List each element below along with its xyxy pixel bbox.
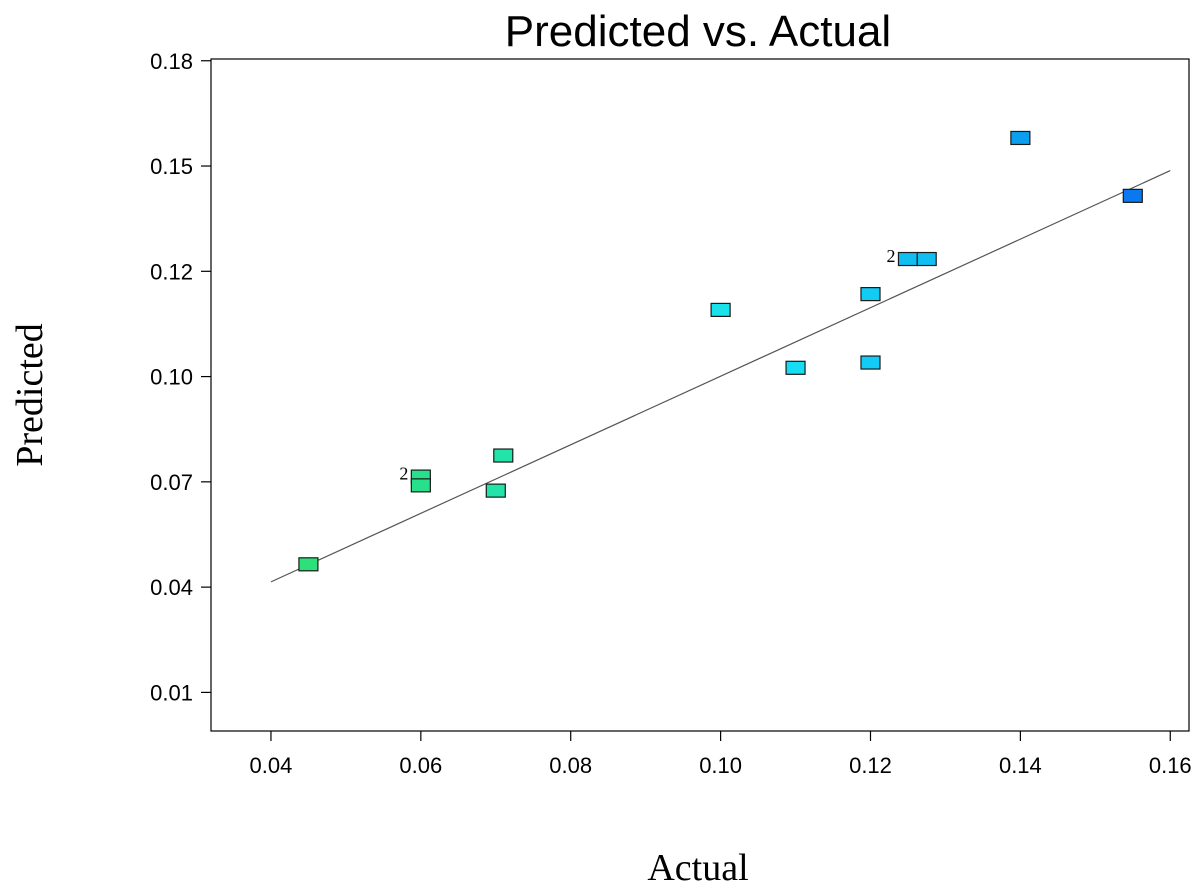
data-point-marker <box>860 355 881 370</box>
y-tick-label: 0.18 <box>150 49 193 74</box>
x-tick-label: 0.16 <box>1149 753 1192 778</box>
data-point-marker <box>860 287 881 302</box>
data-point-marker <box>785 360 806 375</box>
x-axis-ticks: 0.04 0.06 0.08 0.10 0.12 0.14 0.16 <box>250 731 1192 778</box>
x-axis-label: Actual <box>647 847 748 889</box>
data-point-marker <box>1122 188 1143 203</box>
x-tick-label: 0.06 <box>399 753 442 778</box>
point-count-label: 2 <box>399 464 408 484</box>
data-point-marker <box>410 478 431 493</box>
data-point-marker <box>1010 130 1031 146</box>
chart-title: Predicted vs. Actual <box>505 7 891 56</box>
x-tick-label: 0.12 <box>849 753 892 778</box>
y-axis-ticks: 0.01 0.04 0.07 0.10 0.12 0.15 0.18 <box>150 49 211 705</box>
data-point-marker <box>298 557 319 572</box>
plot-area <box>210 58 1190 732</box>
point-count-label: 2 <box>886 246 895 266</box>
x-tick-label: 0.08 <box>549 753 592 778</box>
y-axis-label: Predicted <box>9 323 51 467</box>
data-point-marker <box>897 251 919 267</box>
x-tick-label: 0.10 <box>699 753 742 778</box>
y-tick-label: 0.01 <box>150 680 193 705</box>
data-point-marker <box>493 448 514 463</box>
data-point-marker <box>916 251 937 267</box>
y-tick-label: 0.07 <box>150 470 193 495</box>
y-tick-label: 0.04 <box>150 575 193 600</box>
x-tick-label: 0.04 <box>250 753 293 778</box>
data-point-marker <box>485 483 506 498</box>
y-tick-label: 0.12 <box>150 259 193 284</box>
data-points: 22 <box>298 130 1143 572</box>
data-point-marker <box>710 302 731 318</box>
y-tick-label: 0.10 <box>150 365 193 390</box>
y-tick-label: 0.15 <box>150 154 193 179</box>
x-tick-label: 0.14 <box>999 753 1042 778</box>
fit-line <box>270 170 1171 583</box>
